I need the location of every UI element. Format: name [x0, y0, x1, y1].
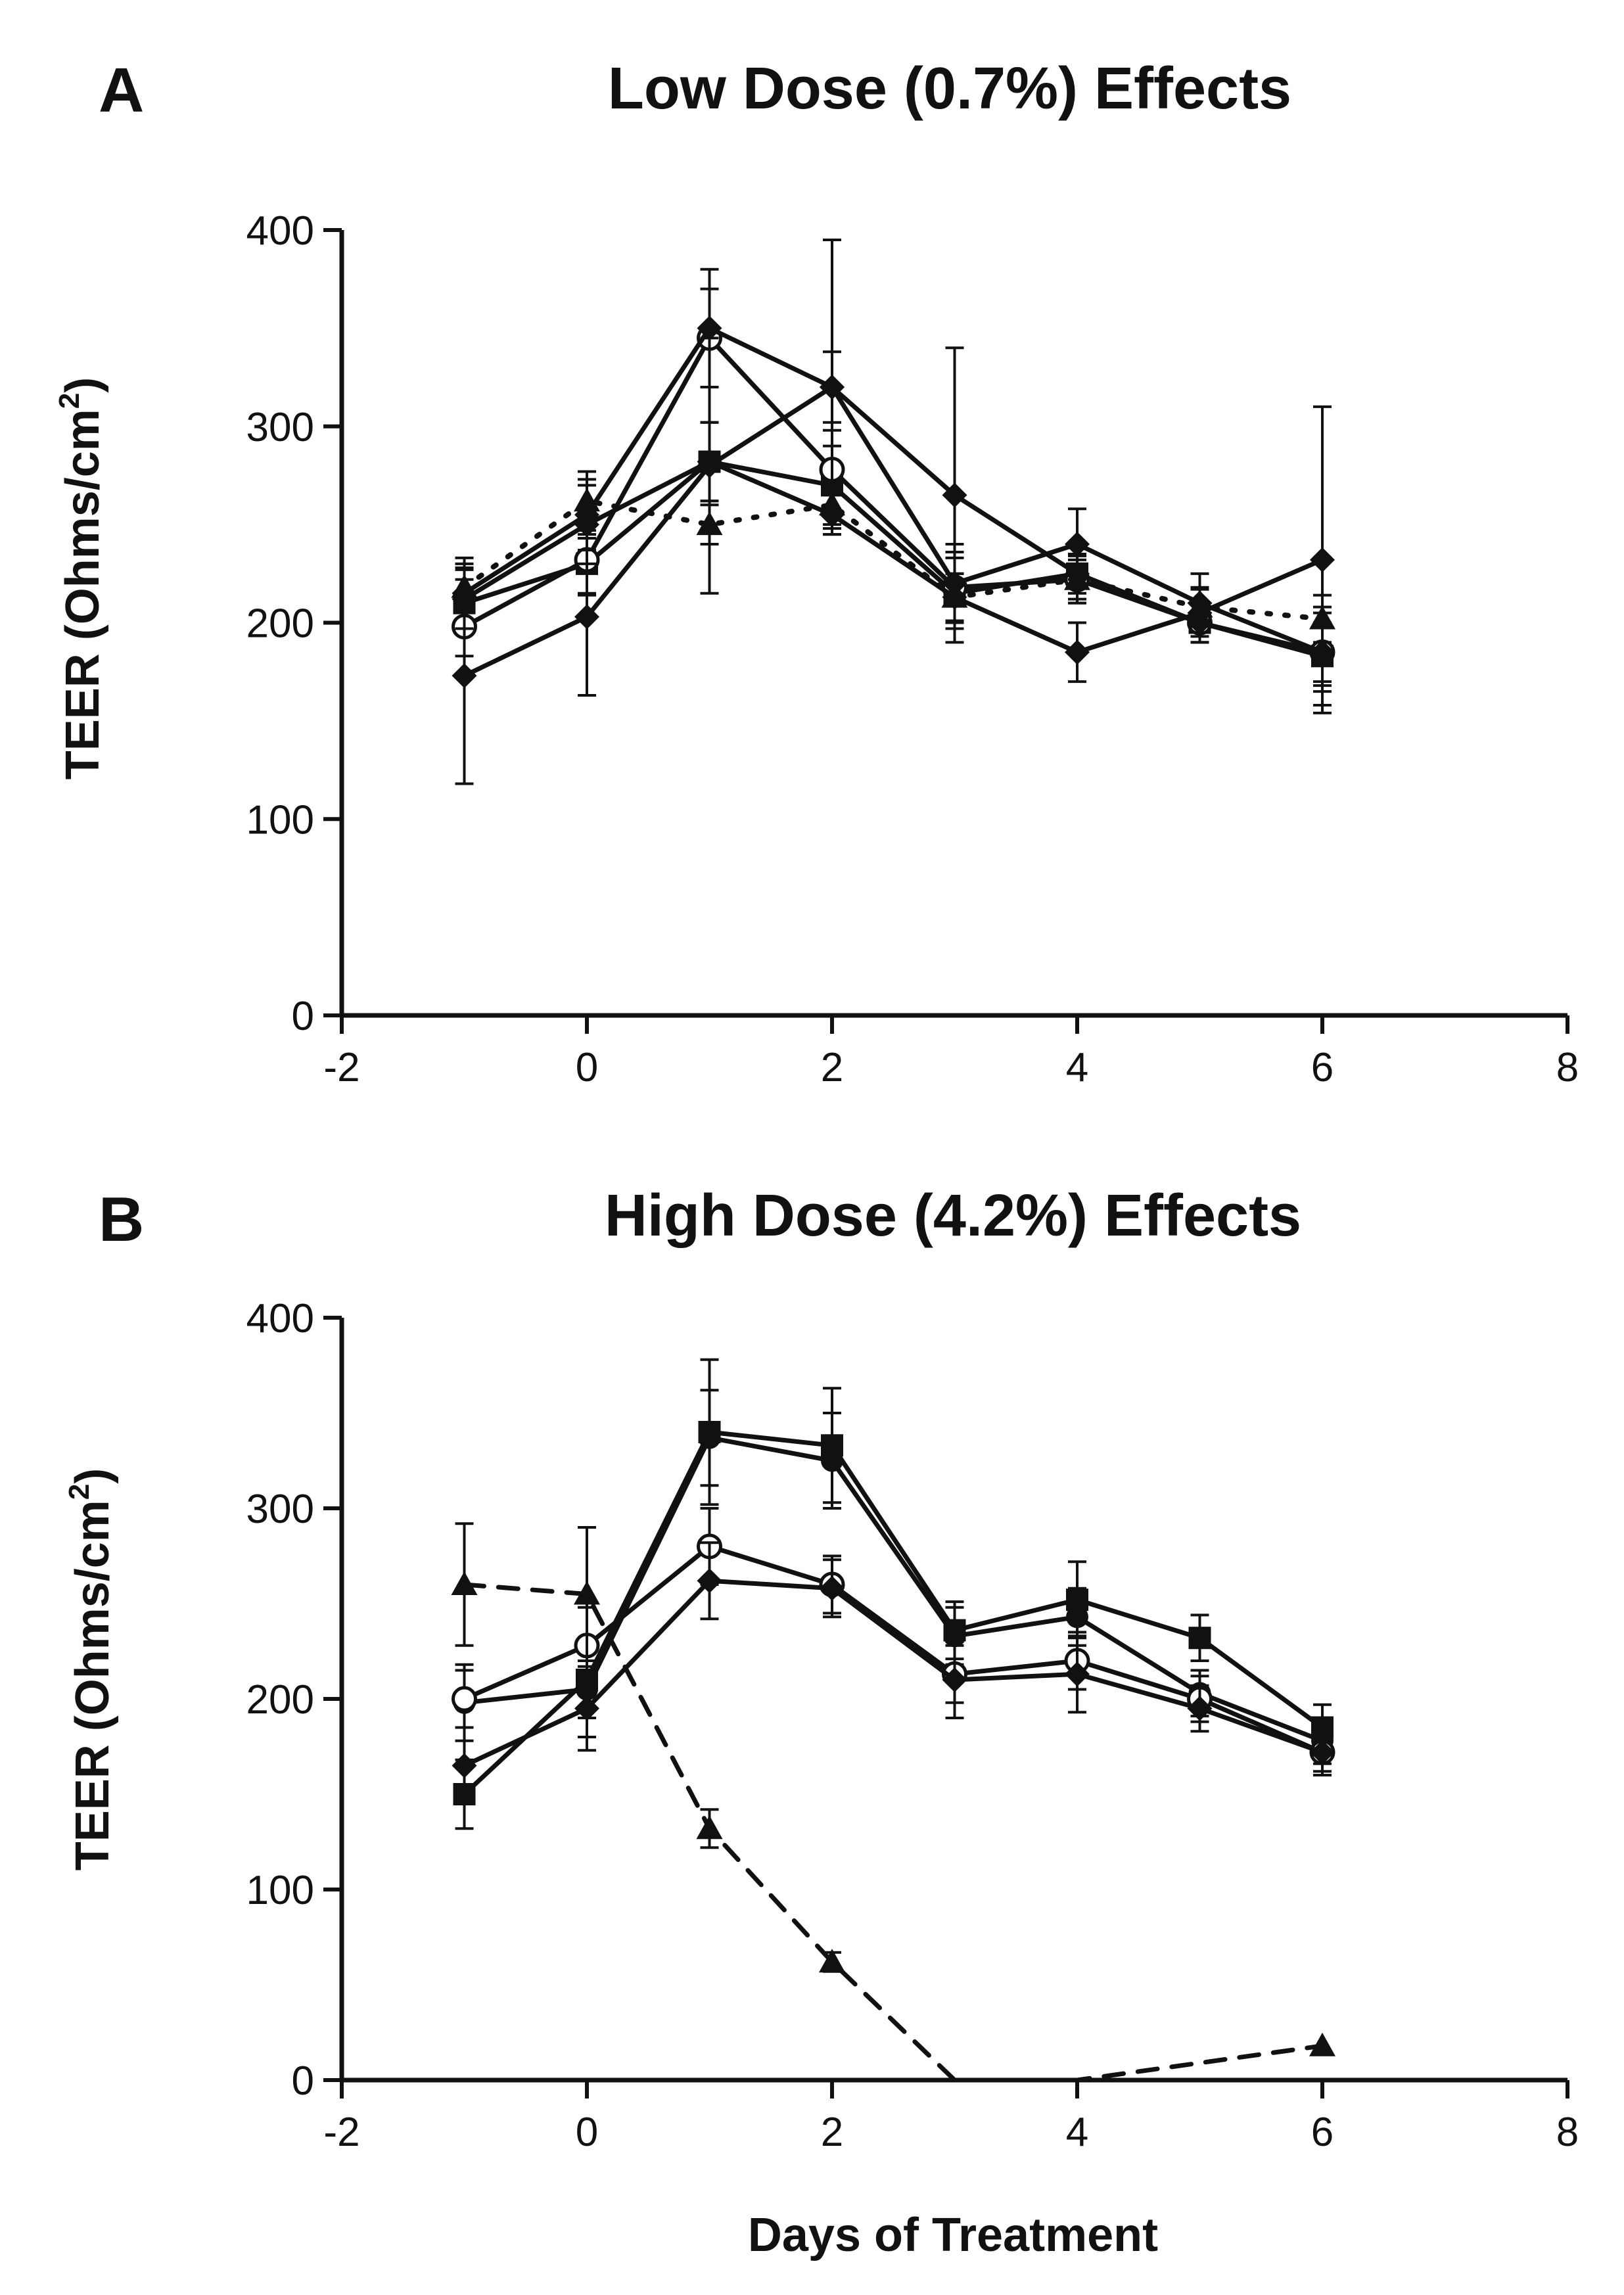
data-point — [697, 449, 722, 475]
series-line — [462, 1544, 1325, 1755]
data-point — [574, 1581, 600, 1605]
data-point — [942, 584, 967, 610]
series-line — [462, 1578, 1325, 1768]
series-line — [462, 1435, 1325, 1744]
data-point — [1064, 566, 1090, 590]
panel-label-a: A — [99, 55, 144, 126]
series-star — [452, 405, 1335, 714]
x-tick-label: 6 — [1311, 1045, 1334, 1090]
x-tick-label: -2 — [323, 1045, 360, 1090]
data-point — [820, 375, 845, 400]
chart-title-b: High Dose (4.2%) Effects — [605, 1183, 1301, 1249]
series-line — [462, 1429, 1325, 1797]
data-point — [1187, 600, 1213, 626]
series-line — [462, 384, 1325, 678]
data-point — [452, 1686, 477, 1712]
data-point — [452, 663, 477, 689]
panel-a: A Low Dose (0.7%) Effects TEER (Ohms/cm2… — [53, 55, 1579, 1090]
data-point — [1065, 532, 1090, 557]
data-point — [574, 604, 599, 630]
data-point — [696, 511, 723, 536]
data-point — [1310, 1740, 1335, 1765]
panel-label-b: B — [99, 1184, 144, 1255]
y-axis-label-a: TEER (Ohms/cm2) — [53, 377, 109, 780]
data-point — [820, 1575, 845, 1601]
y-tick-label: 100 — [246, 1868, 314, 1913]
x-tick-label: 4 — [1066, 1045, 1088, 1090]
x-tick-label: 0 — [576, 1045, 598, 1090]
y-tick-label: 200 — [246, 601, 314, 647]
data-point — [1309, 2032, 1335, 2056]
data-point — [451, 1571, 478, 1595]
x-tick-label: -2 — [323, 2110, 360, 2155]
data-point — [1188, 1627, 1211, 1650]
series-line — [462, 325, 1325, 659]
x-tick-label: 2 — [821, 2110, 843, 2155]
x-tick-label: 4 — [1066, 2110, 1088, 2155]
data-point — [1310, 547, 1335, 572]
x-tick-label: 0 — [576, 2110, 598, 2155]
data-point — [821, 1449, 843, 1472]
data-point — [574, 1696, 599, 1721]
data-point — [820, 502, 845, 528]
y-tick-label: 400 — [246, 1296, 314, 1341]
chart-title-a: Low Dose (0.7%) Effects — [608, 56, 1291, 122]
x-tick-label: 2 — [821, 1045, 843, 1090]
data-point — [696, 1815, 723, 1840]
data-point — [1065, 639, 1090, 665]
y-tick-label: 0 — [292, 994, 314, 1039]
series-line — [462, 459, 1325, 655]
data-point — [697, 1568, 722, 1594]
data-point — [1065, 1661, 1090, 1687]
x-tick-label: 8 — [1556, 1045, 1579, 1090]
data-point — [819, 1949, 845, 1973]
data-point — [574, 512, 599, 538]
data-point — [942, 482, 967, 508]
y-axis-label-b: TEER (Ohms/cm2) — [63, 1468, 119, 1871]
data-point — [942, 1667, 967, 1692]
y-tick-label: 300 — [246, 405, 314, 450]
data-point — [452, 586, 477, 612]
data-point — [1066, 1606, 1088, 1629]
y-tick-label: 0 — [292, 2058, 314, 2104]
y-tick-label: 300 — [246, 1487, 314, 1532]
y-tick-label: 400 — [246, 208, 314, 254]
series-diamond — [452, 1541, 1335, 1805]
series-line — [462, 1582, 1325, 2083]
data-point — [1187, 1696, 1213, 1721]
series-line — [461, 498, 1325, 622]
data-point — [452, 1753, 477, 1778]
y-tick-label: 200 — [246, 1677, 314, 1723]
series-triangle-dashed — [451, 1522, 1335, 2083]
x-tick-label: 8 — [1556, 2110, 1579, 2155]
data-point — [698, 1426, 721, 1449]
panel-b: B High Dose (4.2%) Effects TEER (Ohms/cm… — [63, 1183, 1579, 2261]
y-tick-label: 100 — [246, 797, 314, 843]
x-axis-label-b: Days of Treatment — [748, 2209, 1158, 2261]
data-point — [697, 315, 722, 341]
x-tick-label: 6 — [1311, 2110, 1334, 2155]
